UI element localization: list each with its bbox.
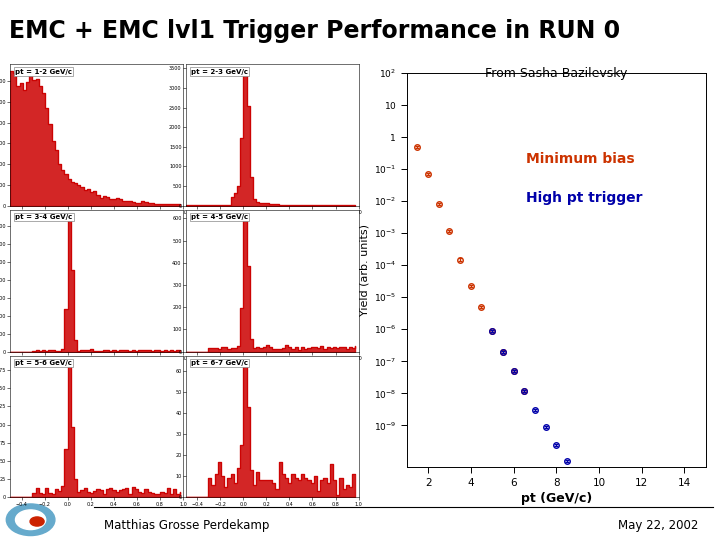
Text: High pt trigger: High pt trigger	[526, 191, 643, 205]
Y-axis label: Yield (arb. units): Yield (arb. units)	[360, 224, 369, 316]
X-axis label: pt (GeV/c): pt (GeV/c)	[521, 492, 592, 505]
Circle shape	[6, 504, 55, 536]
Text: Minimum bias: Minimum bias	[526, 152, 635, 166]
Text: From Sasha Bazilevsky: From Sasha Bazilevsky	[485, 68, 627, 80]
Text: pt = 5-6 GeV/c: pt = 5-6 GeV/c	[15, 360, 72, 366]
Text: pt = 3-4 GeV/c: pt = 3-4 GeV/c	[15, 214, 73, 220]
Text: pt = 6-7 GeV/c: pt = 6-7 GeV/c	[191, 360, 248, 366]
Text: Matthias Grosse Perdekamp: Matthias Grosse Perdekamp	[104, 519, 270, 532]
Circle shape	[16, 510, 46, 530]
Text: pt = 1-2 GeV/c: pt = 1-2 GeV/c	[15, 69, 72, 75]
Text: May 22, 2002: May 22, 2002	[618, 519, 698, 532]
Text: pt = 2-3 GeV/c: pt = 2-3 GeV/c	[191, 69, 248, 75]
Circle shape	[30, 517, 44, 526]
Text: EMC + EMC lvl1 Trigger Performance in RUN 0: EMC + EMC lvl1 Trigger Performance in RU…	[9, 19, 620, 43]
Text: pt = 4-5 GeV/c: pt = 4-5 GeV/c	[191, 214, 248, 220]
